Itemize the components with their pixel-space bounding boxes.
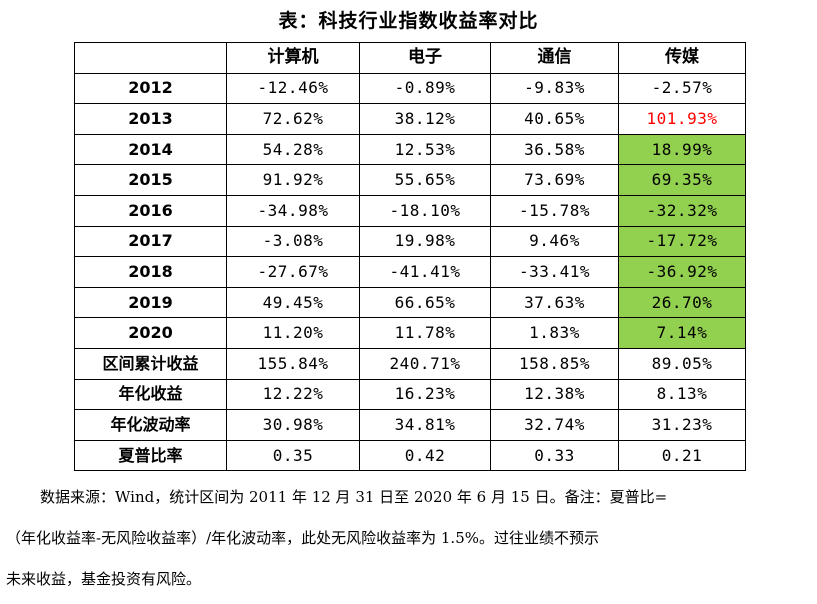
cell-value: -27.67% — [226, 256, 360, 288]
cell-value: -18.10% — [359, 194, 491, 227]
cell-value-highlighted: -36.92% — [618, 256, 746, 288]
header-corner — [74, 42, 227, 74]
cell-value-highlighted: -32.32% — [618, 194, 746, 227]
table-row: 年化收益 12.22% 16.23% 12.38% 8.13% — [74, 378, 746, 411]
source-note-line-1: 数据来源：Wind，统计区间为 2011 年 12 月 31 日至 2020 年… — [40, 488, 668, 506]
source-note-line-3: 未来收益，基金投资有风险。 — [6, 570, 202, 588]
row-label: 2017 — [74, 225, 227, 258]
cell-value: 0.35 — [226, 439, 360, 472]
table-row: 2016 -34.98% -18.10% -15.78% -32.32% — [74, 194, 746, 227]
row-label: 2012 — [74, 72, 227, 105]
cell-value: 9.46% — [490, 225, 619, 258]
cell-value: 158.85% — [490, 347, 619, 380]
cell-value: -12.46% — [226, 72, 360, 105]
cell-value: 32.74% — [490, 409, 619, 441]
cell-value-highlighted: 18.99% — [618, 133, 746, 166]
row-label: 2019 — [74, 286, 227, 319]
cell-value: 34.81% — [359, 409, 491, 441]
table-row: 年化波动率 30.98% 34.81% 32.74% 31.23% — [74, 409, 746, 441]
cell-value: 40.65% — [490, 103, 619, 135]
cell-value: 11.78% — [359, 317, 491, 349]
table-row: 2019 49.45% 66.65% 37.63% 26.70% — [74, 286, 746, 319]
row-label: 区间累计收益 — [74, 347, 227, 380]
row-label: 2015 — [74, 164, 227, 196]
table-row: 2017 -3.08% 19.98% 9.46% -17.72% — [74, 225, 746, 258]
cell-value-highlighted: 7.14% — [618, 317, 746, 349]
row-label: 年化收益 — [74, 378, 227, 411]
cell-value: 91.92% — [226, 164, 360, 196]
table-title: 表：科技行业指数收益率对比 — [278, 10, 539, 32]
cell-value-highlighted: 69.35% — [618, 164, 746, 196]
row-label: 2018 — [74, 256, 227, 288]
row-label: 2020 — [74, 317, 227, 349]
cell-value: 0.42 — [359, 439, 491, 472]
table-row: 2015 91.92% 55.65% 73.69% 69.35% — [74, 164, 746, 196]
cell-value: 155.84% — [226, 347, 360, 380]
cell-value: 49.45% — [226, 286, 360, 319]
cell-value: -41.41% — [359, 256, 491, 288]
cell-value-highlighted: 26.70% — [618, 286, 746, 319]
cell-value: 36.58% — [490, 133, 619, 166]
cell-value: 8.13% — [618, 378, 746, 411]
cell-value: 73.69% — [490, 164, 619, 196]
cell-value: 37.63% — [490, 286, 619, 319]
row-label: 夏普比率 — [74, 439, 227, 472]
cell-value: 19.98% — [359, 225, 491, 258]
table-row: 2014 54.28% 12.53% 36.58% 18.99% — [74, 133, 746, 166]
cell-value-red: 101.93% — [618, 103, 746, 135]
returns-table: 计算机 电子 通信 传媒 2012 -12.46% -0.89% -9.83% … — [74, 42, 746, 472]
cell-value: 72.62% — [226, 103, 360, 135]
cell-value: -3.08% — [226, 225, 360, 258]
table-row: 2012 -12.46% -0.89% -9.83% -2.57% — [74, 72, 746, 105]
cell-value: 1.83% — [490, 317, 619, 349]
cell-value-highlighted: -17.72% — [618, 225, 746, 258]
cell-value: -0.89% — [359, 72, 491, 105]
cell-value: 54.28% — [226, 133, 360, 166]
header-row: 计算机 电子 通信 传媒 — [74, 42, 746, 74]
cell-value: -33.41% — [490, 256, 619, 288]
table-row: 夏普比率 0.35 0.42 0.33 0.21 — [74, 439, 746, 472]
cell-value: -9.83% — [490, 72, 619, 105]
table-row: 2018 -27.67% -41.41% -33.41% -36.92% — [74, 256, 746, 288]
cell-value: 12.22% — [226, 378, 360, 411]
cell-value: 66.65% — [359, 286, 491, 319]
cell-value: 55.65% — [359, 164, 491, 196]
table-row: 区间累计收益 155.84% 240.71% 158.85% 89.05% — [74, 347, 746, 380]
header-media: 传媒 — [618, 42, 746, 74]
row-label: 2013 — [74, 103, 227, 135]
cell-value: 12.38% — [490, 378, 619, 411]
source-note-line-2: （年化收益率-无风险收益率）/年化波动率，此处无风险收益率为 1.5%。过往业绩… — [6, 529, 600, 547]
row-label: 年化波动率 — [74, 409, 227, 441]
cell-value: 0.21 — [618, 439, 746, 472]
row-label: 2014 — [74, 133, 227, 166]
cell-value: 31.23% — [618, 409, 746, 441]
row-label: 2016 — [74, 194, 227, 227]
cell-value: 38.12% — [359, 103, 491, 135]
cell-value: 240.71% — [359, 347, 491, 380]
cell-value: 30.98% — [226, 409, 360, 441]
table-row: 2013 72.62% 38.12% 40.65% 101.93% — [74, 103, 746, 135]
cell-value: -15.78% — [490, 194, 619, 227]
header-telecom: 通信 — [490, 42, 619, 74]
header-computer: 计算机 — [226, 42, 360, 74]
cell-value: 12.53% — [359, 133, 491, 166]
cell-value: 16.23% — [359, 378, 491, 411]
cell-value: 0.33 — [490, 439, 619, 472]
cell-value: 11.20% — [226, 317, 360, 349]
header-electronics: 电子 — [359, 42, 491, 74]
table-row: 2020 11.20% 11.78% 1.83% 7.14% — [74, 317, 746, 349]
cell-value: -2.57% — [618, 72, 746, 105]
cell-value: 89.05% — [618, 347, 746, 380]
cell-value: -34.98% — [226, 194, 360, 227]
